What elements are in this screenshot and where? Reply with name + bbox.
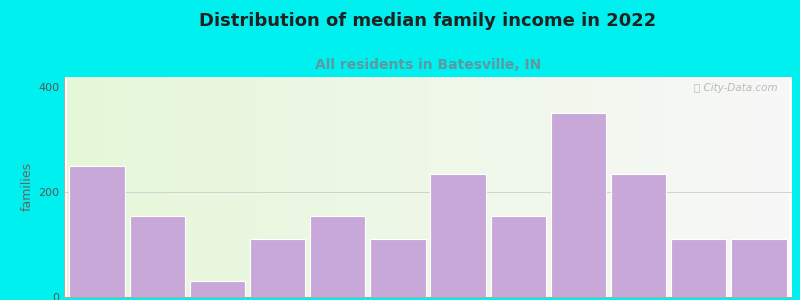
Text: Distribution of median family income in 2022: Distribution of median family income in … [199, 12, 657, 30]
Bar [190, 281, 245, 297]
Text: All residents in Batesville, IN: All residents in Batesville, IN [315, 58, 541, 73]
Bar [310, 216, 366, 297]
Y-axis label: families: families [21, 162, 34, 211]
Bar [430, 174, 486, 297]
Bar [70, 166, 125, 297]
Bar [250, 239, 306, 297]
Bar [731, 239, 786, 297]
Bar [490, 216, 546, 297]
Bar [671, 239, 726, 297]
Bar [130, 216, 185, 297]
Bar [370, 239, 426, 297]
Bar [550, 113, 606, 297]
Bar [611, 174, 666, 297]
Text: ⓘ City-Data.com: ⓘ City-Data.com [694, 83, 778, 93]
